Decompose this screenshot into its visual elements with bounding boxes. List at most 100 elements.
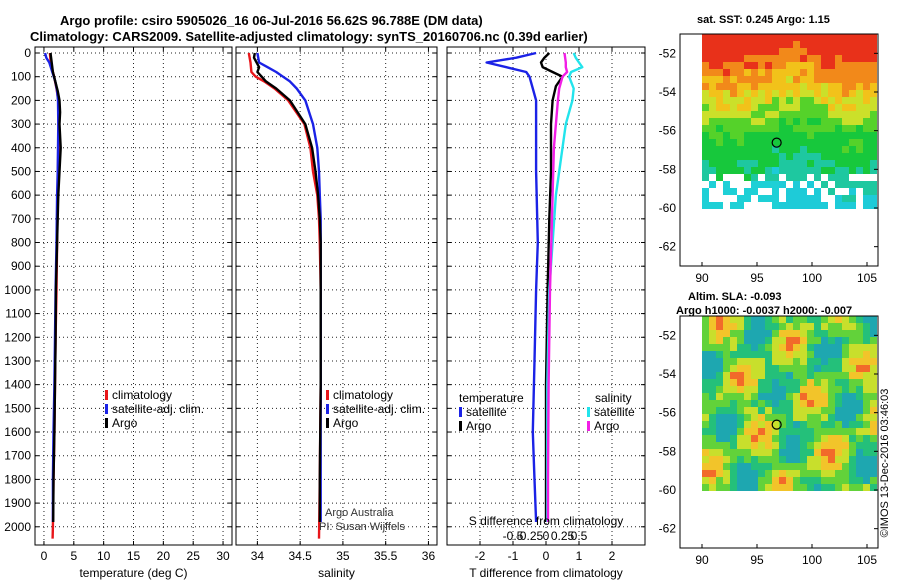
map-cell — [863, 34, 870, 41]
map-cell — [779, 83, 786, 90]
map-cell — [751, 125, 758, 132]
map-cell — [723, 456, 730, 463]
map-cell — [772, 456, 779, 463]
map-cell — [702, 400, 709, 407]
sla-map-title: Altim. SLA: -0.093 — [688, 291, 782, 303]
map-cell — [856, 83, 863, 90]
map-cell — [723, 344, 730, 351]
x-axis-label: temperature (deg C) — [79, 566, 187, 580]
series-line-satellite-adj-clim- — [256, 52, 322, 522]
map-cell — [835, 428, 842, 435]
map-cell — [723, 83, 730, 90]
map-cell — [702, 358, 709, 365]
map-cell — [821, 118, 828, 125]
map-cell — [737, 407, 744, 414]
map-cell — [786, 386, 793, 393]
map-cell — [786, 202, 793, 209]
map-cell — [849, 160, 856, 167]
map-cell — [821, 90, 828, 97]
map-cell — [751, 330, 758, 337]
map-cell — [751, 456, 758, 463]
map-cell — [779, 337, 786, 344]
map-cell — [821, 160, 828, 167]
map-cell — [751, 414, 758, 421]
map-cell — [786, 153, 793, 160]
map-cell — [716, 393, 723, 400]
map-cell — [744, 330, 751, 337]
map-cell — [758, 76, 765, 83]
map-cell — [800, 372, 807, 379]
map-cell — [758, 55, 765, 62]
map-cell — [828, 55, 835, 62]
map-cell — [702, 414, 709, 421]
map-cell — [849, 414, 856, 421]
map-cell — [842, 323, 849, 330]
map-cell — [765, 351, 772, 358]
map-cell — [835, 160, 842, 167]
map-cell — [842, 463, 849, 470]
map-cell — [709, 407, 716, 414]
map-cell — [856, 470, 863, 477]
map-cell — [702, 484, 709, 491]
series-line-s-argo — [546, 52, 569, 522]
map-cell — [716, 421, 723, 428]
map-cell — [702, 477, 709, 484]
map-cell — [870, 400, 877, 407]
map-cell — [807, 125, 814, 132]
map-cell — [716, 118, 723, 125]
map-cell — [863, 323, 870, 330]
map-cell — [821, 386, 828, 393]
map-cell — [863, 470, 870, 477]
map-cell — [751, 337, 758, 344]
map-cell — [807, 393, 814, 400]
map-cell — [793, 372, 800, 379]
map-cell — [821, 477, 828, 484]
s-tick-label: -0.5 — [503, 529, 524, 543]
map-cell — [702, 153, 709, 160]
legend-swatch — [326, 404, 329, 414]
map-cell — [779, 97, 786, 104]
map-cell — [856, 139, 863, 146]
map-cell — [709, 202, 716, 209]
map-cell — [870, 111, 877, 118]
map-cell — [772, 414, 779, 421]
map-cell — [821, 358, 828, 365]
map-cell — [814, 188, 821, 195]
depth-tick-label: 1600 — [4, 425, 31, 439]
map-cell — [765, 379, 772, 386]
map-cell — [835, 484, 842, 491]
map-cell — [730, 316, 737, 323]
map-cell — [828, 153, 835, 160]
map-cell — [772, 125, 779, 132]
map-cell — [828, 337, 835, 344]
depth-tick-label: 1000 — [4, 283, 31, 297]
profile-location-marker — [771, 137, 782, 148]
map-cell — [849, 111, 856, 118]
map-cell — [863, 125, 870, 132]
map-cell — [800, 62, 807, 69]
map-cell — [793, 83, 800, 90]
map-cell — [793, 34, 800, 41]
map-cell — [849, 477, 856, 484]
map-cell — [772, 202, 779, 209]
map-cell — [758, 344, 765, 351]
map-cell — [821, 337, 828, 344]
map-cell — [870, 323, 877, 330]
map-cell — [744, 456, 751, 463]
map-cell — [772, 195, 779, 202]
map-cell — [716, 132, 723, 139]
profile-panel-salinity: 34 34.5 35 35.5 36 salinity climatologysatelli… — [235, 46, 438, 580]
map-cell — [730, 463, 737, 470]
map-cell — [849, 316, 856, 323]
map-cell — [814, 76, 821, 83]
map-cell — [730, 104, 737, 111]
map-cell — [744, 428, 751, 435]
map-cell — [709, 111, 716, 118]
map-cell — [793, 435, 800, 442]
map-cell — [800, 76, 807, 83]
map-cell — [835, 470, 842, 477]
map-cell — [772, 330, 779, 337]
map-cell — [786, 188, 793, 195]
map-cell — [744, 407, 751, 414]
map-cell — [821, 139, 828, 146]
